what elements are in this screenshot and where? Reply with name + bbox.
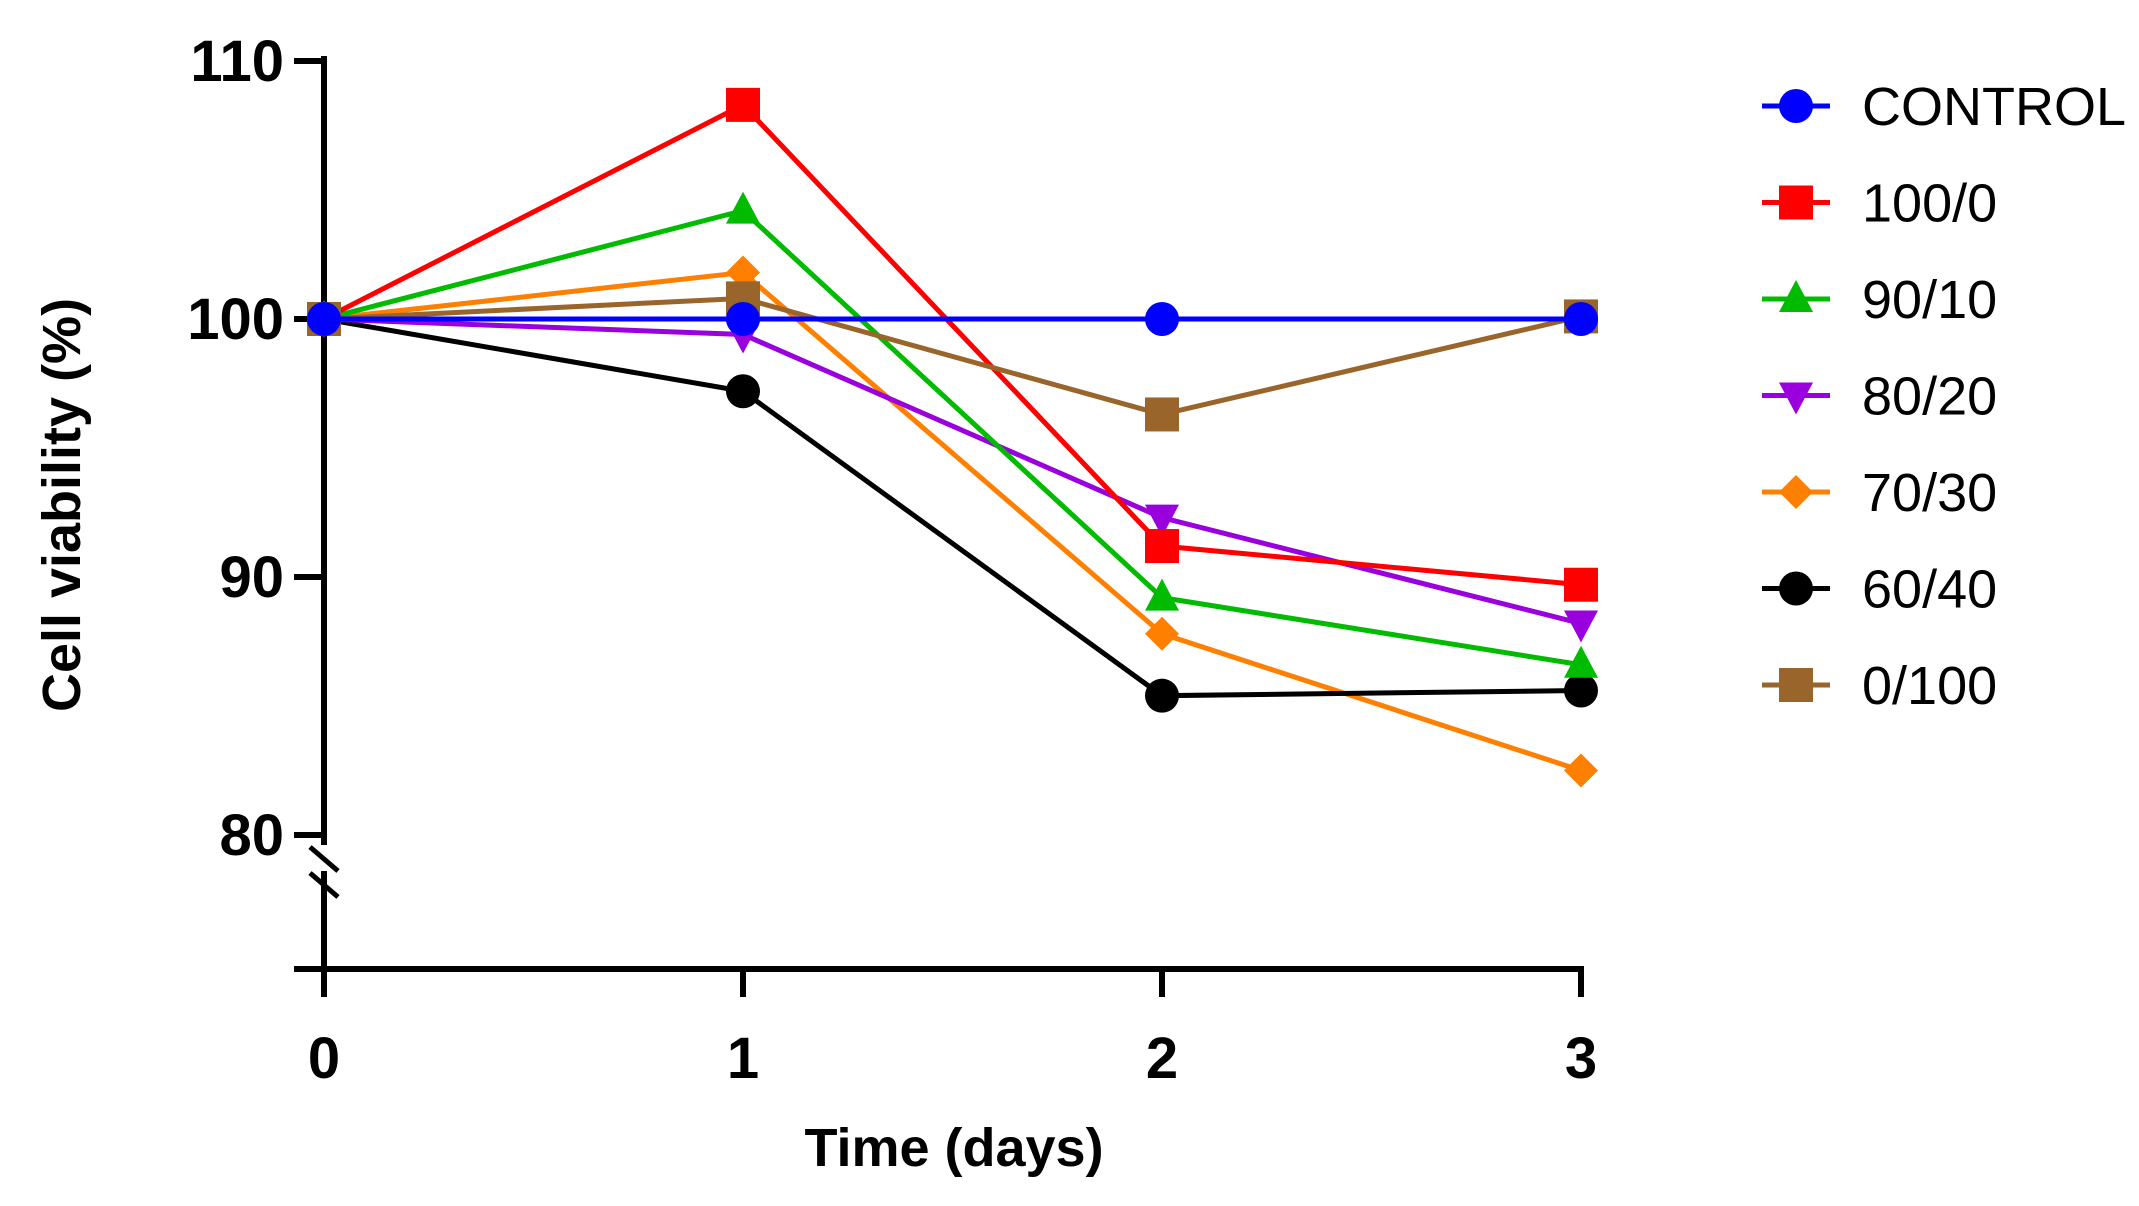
- data-point: [726, 255, 760, 290]
- legend-item: 0/100: [1762, 656, 1997, 716]
- legend-item: 90/10: [1762, 270, 1997, 330]
- data-point: [726, 191, 760, 224]
- data-point: [1145, 678, 1179, 713]
- series-lines: [307, 87, 1598, 788]
- legend: CONTROL 100/0 90/10 80/20 70/30 60/40 0/100: [1762, 77, 2126, 716]
- data-point: [1564, 753, 1598, 788]
- data-point: [1145, 578, 1179, 611]
- legend-marker: [1779, 280, 1813, 312]
- axes: 80 90 100 110 0 1 2 3: [187, 29, 1597, 1091]
- legend-label: 60/40: [1862, 560, 1997, 620]
- legend-label: 80/20: [1862, 367, 1997, 427]
- data-point: [1564, 567, 1598, 602]
- series-line: [323, 269, 1582, 773]
- legend-label: 90/10: [1862, 270, 1997, 330]
- series-line: [322, 101, 1582, 588]
- y-tick-label: 100: [187, 287, 284, 352]
- data-point: [1145, 302, 1179, 336]
- series-0-100: [307, 281, 1598, 432]
- data-point: [307, 302, 341, 336]
- legend-label: 0/100: [1862, 656, 1997, 716]
- legend-marker: [1779, 571, 1813, 606]
- data-point: [726, 374, 760, 409]
- x-tick-label: 1: [727, 1026, 759, 1091]
- legend-item: 80/20: [1762, 367, 1997, 427]
- series-line: [323, 295, 1582, 418]
- data-point: [1564, 610, 1598, 643]
- y-tick-label: 90: [219, 545, 284, 610]
- series-line: [323, 316, 1582, 699]
- legend-label: 100/0: [1862, 174, 1997, 234]
- y-axis-title: Cell viability (%): [32, 298, 92, 712]
- data-point: [726, 87, 760, 122]
- series-100-0: [307, 87, 1598, 602]
- data-point: [1564, 645, 1598, 678]
- legend-marker: [1779, 475, 1813, 509]
- data-point: [1564, 302, 1598, 336]
- series-70-30: [307, 255, 1598, 788]
- y-tick-label: 110: [190, 29, 284, 94]
- y-tick-label: 80: [219, 803, 284, 868]
- x-tick-label: 2: [1146, 1026, 1178, 1091]
- series-line: [323, 207, 1582, 668]
- x-tick-label: 0: [308, 1026, 340, 1091]
- x-tick-label: 3: [1565, 1026, 1597, 1091]
- series-line: [323, 316, 1582, 626]
- data-point: [1145, 616, 1179, 651]
- series-90-10: [307, 191, 1598, 678]
- legend-label: 70/30: [1862, 463, 1997, 523]
- series-control: [307, 302, 1598, 336]
- legend-item: 100/0: [1762, 174, 1997, 234]
- legend-item: 60/40: [1762, 560, 1997, 620]
- y-axis-break-mark: [308, 845, 340, 873]
- legend-marker: [1779, 382, 1813, 415]
- x-axis-title: Time (days): [804, 1118, 1103, 1178]
- data-point: [1145, 397, 1179, 432]
- data-point: [1145, 504, 1179, 537]
- legend-marker: [1779, 185, 1813, 220]
- legend-marker: [1779, 89, 1813, 123]
- legend-label: CONTROL: [1862, 77, 2126, 137]
- legend-item: CONTROL: [1762, 77, 2126, 137]
- series-60-40: [307, 302, 1598, 713]
- data-point: [1564, 673, 1598, 708]
- y-axis-break-mark: [308, 871, 340, 899]
- data-point: [726, 302, 760, 336]
- data-point: [1145, 529, 1179, 564]
- legend-marker: [1779, 668, 1813, 702]
- legend-item: 70/30: [1762, 463, 1997, 523]
